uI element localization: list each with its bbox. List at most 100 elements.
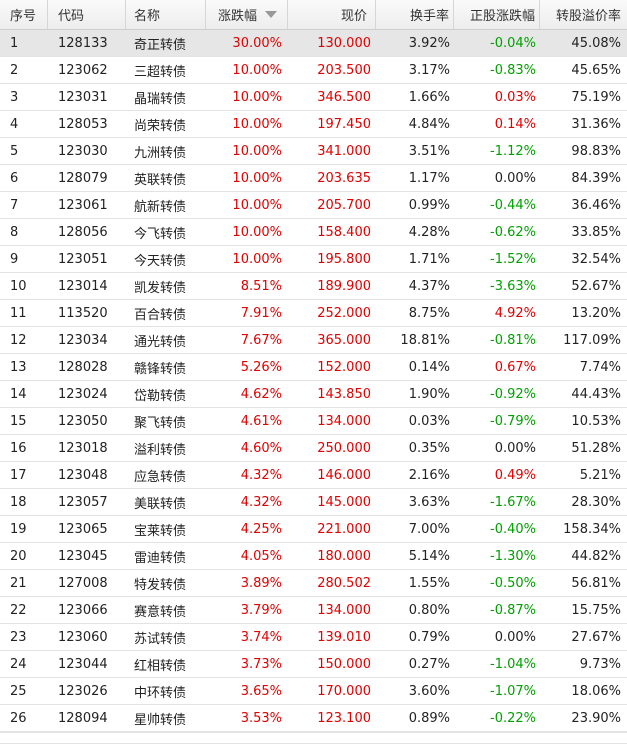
table-row[interactable]: 3 123031 晶瑞转债 10.00% 346.500 1.66% 0.03% 75.19% bbox=[0, 84, 627, 111]
cell-stock-change: 0.67% bbox=[494, 359, 536, 375]
table-row[interactable]: 22 123066 赛意转债 3.79% 134.000 0.80% -0.87% 15.75… bbox=[0, 597, 627, 624]
cell-turnover: 3.63% bbox=[408, 494, 450, 510]
cell-code: 123031 bbox=[58, 89, 108, 105]
cell-stock-change: 0.00% bbox=[494, 440, 536, 456]
table-row[interactable]: 7 123061 航新转债 10.00% 205.700 0.99% -0.44% 36.46… bbox=[0, 192, 627, 219]
cell-name: 英联转债 bbox=[134, 172, 187, 188]
cell-price: 139.010 bbox=[317, 629, 371, 645]
cell-premium: 15.75% bbox=[571, 602, 621, 618]
cell-price: 158.400 bbox=[317, 224, 371, 240]
cell-change: 3.74% bbox=[240, 629, 282, 645]
table-row[interactable]: 13 128028 赣锋转债 5.26% 152.000 0.14% 0.67% 7.74% bbox=[0, 354, 627, 381]
cell-name: 岱勒转债 bbox=[134, 388, 187, 404]
table-row[interactable]: 14 123024 岱勒转债 4.62% 143.850 1.90% -0.92% 44.43… bbox=[0, 381, 627, 408]
cell-premium: 75.19% bbox=[571, 89, 621, 105]
cell-premium: 28.30% bbox=[571, 494, 621, 510]
cell-name: 苏试转债 bbox=[134, 631, 187, 647]
cell-stock-change: -0.44% bbox=[490, 197, 536, 213]
table-row[interactable]: 19 123065 宝莱转债 4.25% 221.000 7.00% -0.40% 158.3… bbox=[0, 516, 627, 543]
table-row[interactable]: 8 128056 今飞转债 10.00% 158.400 4.28% -0.62% 33.85… bbox=[0, 219, 627, 246]
table-row[interactable]: 23 123060 苏试转债 3.74% 139.010 0.79% 0.00% 27.67% bbox=[0, 624, 627, 651]
cell-turnover: 8.75% bbox=[408, 305, 450, 321]
cell-premium: 33.85% bbox=[571, 224, 621, 240]
cell-turnover: 3.92% bbox=[408, 35, 450, 51]
cell-code: 128133 bbox=[58, 35, 108, 51]
cell-premium: 32.54% bbox=[571, 251, 621, 267]
cell-price: 146.000 bbox=[317, 467, 371, 483]
cell-price: 341.000 bbox=[317, 143, 371, 159]
cell-price: 180.000 bbox=[317, 548, 371, 564]
cell-stock-change: -0.04% bbox=[490, 35, 536, 51]
cell-stock-change: -0.50% bbox=[490, 575, 536, 591]
cell-change: 10.00% bbox=[232, 116, 282, 132]
table-row[interactable]: 26 128094 星帅转债 3.53% 123.100 0.89% -0.22% 23.90… bbox=[0, 705, 627, 732]
cell-name: 今飞转债 bbox=[134, 226, 187, 242]
cell-stock-change: -0.83% bbox=[490, 62, 536, 78]
table-row[interactable]: 15 123050 聚飞转债 4.61% 134.000 0.03% -0.79% 10.53… bbox=[0, 408, 627, 435]
cell-idx: 4 bbox=[10, 116, 19, 132]
cell-name: 宝莱转债 bbox=[134, 523, 187, 539]
cell-idx: 17 bbox=[10, 467, 27, 483]
header-stock-change[interactable]: 正股涨跌幅 bbox=[454, 0, 540, 29]
cell-turnover: 4.28% bbox=[408, 224, 450, 240]
cell-change: 3.89% bbox=[240, 575, 282, 591]
header-code[interactable]: 代码 bbox=[48, 0, 126, 29]
header-turnover[interactable]: 换手率 bbox=[376, 0, 454, 29]
table-row[interactable]: 6 128079 英联转债 10.00% 203.635 1.17% 0.00% 84.39% bbox=[0, 165, 627, 192]
cell-turnover: 18.81% bbox=[400, 332, 450, 348]
cell-price: 170.000 bbox=[317, 683, 371, 699]
header-change[interactable]: 涨跌幅 bbox=[206, 0, 288, 29]
cell-change: 10.00% bbox=[232, 197, 282, 213]
table-row-partial bbox=[0, 732, 627, 744]
cell-name: 中环转债 bbox=[134, 685, 187, 701]
cell-turnover: 5.14% bbox=[408, 548, 450, 564]
cell-turnover: 2.16% bbox=[408, 467, 450, 483]
table-row[interactable]: 17 123048 应急转债 4.32% 146.000 2.16% 0.49% 5.21% bbox=[0, 462, 627, 489]
cell-idx: 13 bbox=[10, 359, 27, 375]
cell-change: 8.51% bbox=[240, 278, 282, 294]
cell-idx: 15 bbox=[10, 413, 27, 429]
cell-premium: 27.67% bbox=[571, 629, 621, 645]
table-row[interactable]: 1 128133 奇正转债 30.00% 130.000 3.92% -0.04% 45.08… bbox=[0, 30, 627, 57]
cell-turnover: 0.03% bbox=[408, 413, 450, 429]
header-idx[interactable]: 序号 bbox=[0, 0, 48, 29]
cell-turnover: 3.17% bbox=[408, 62, 450, 78]
table-row[interactable]: 2 123062 三超转债 10.00% 203.500 3.17% -0.83% 45.65… bbox=[0, 57, 627, 84]
table-row[interactable]: 5 123030 九洲转债 10.00% 341.000 3.51% -1.12% 98.83… bbox=[0, 138, 627, 165]
header-price[interactable]: 现价 bbox=[288, 0, 376, 29]
table-row[interactable]: 9 123051 今天转债 10.00% 195.800 1.71% -1.52% 32.54… bbox=[0, 246, 627, 273]
cell-turnover: 3.60% bbox=[408, 683, 450, 699]
cell-stock-change: -1.12% bbox=[490, 143, 536, 159]
cell-name: 赛意转债 bbox=[134, 604, 187, 620]
cell-code: 123018 bbox=[58, 440, 108, 456]
table-row[interactable]: 20 123045 雷迪转债 4.05% 180.000 5.14% -1.30% 44.82… bbox=[0, 543, 627, 570]
cell-change: 4.60% bbox=[240, 440, 282, 456]
cell-price: 280.502 bbox=[317, 575, 371, 591]
cell-price: 365.000 bbox=[317, 332, 371, 348]
table-row[interactable]: 24 123044 红相转债 3.73% 150.000 0.27% -1.04% 9.73% bbox=[0, 651, 627, 678]
cell-idx: 7 bbox=[10, 197, 19, 213]
cell-price: 143.850 bbox=[317, 386, 371, 402]
cell-premium: 51.28% bbox=[571, 440, 621, 456]
table-row[interactable]: 11 113520 百合转债 7.91% 252.000 8.75% 4.92% 13.20% bbox=[0, 300, 627, 327]
table-row[interactable]: 16 123018 溢利转债 4.60% 250.000 0.35% 0.00% 51.28% bbox=[0, 435, 627, 462]
cell-price: 150.000 bbox=[317, 656, 371, 672]
table-row[interactable]: 25 123026 中环转债 3.65% 170.000 3.60% -1.07% 18.06… bbox=[0, 678, 627, 705]
table-row[interactable]: 18 123057 美联转债 4.32% 145.000 3.63% -1.67% 28.30… bbox=[0, 489, 627, 516]
table-row[interactable]: 4 128053 尚荣转债 10.00% 197.450 4.84% 0.14% 31.36% bbox=[0, 111, 627, 138]
cell-stock-change: 0.03% bbox=[494, 89, 536, 105]
table-row[interactable]: 21 127008 特发转债 3.89% 280.502 1.55% -0.50% 56.81… bbox=[0, 570, 627, 597]
cell-premium: 56.81% bbox=[571, 575, 621, 591]
cell-turnover: 0.99% bbox=[408, 197, 450, 213]
table-row[interactable]: 12 123034 通光转债 7.67% 365.000 18.81% -0.81% 117.… bbox=[0, 327, 627, 354]
header-premium[interactable]: 转股溢价率 bbox=[555, 9, 621, 24]
header-name[interactable]: 名称 bbox=[126, 0, 206, 29]
table-row[interactable]: 10 123014 凯发转债 8.51% 189.900 4.37% -3.63% 52.67… bbox=[0, 273, 627, 300]
cell-idx: 11 bbox=[10, 305, 27, 321]
cell-name: 特发转债 bbox=[134, 577, 187, 593]
cell-name: 应急转债 bbox=[134, 469, 187, 485]
cell-name: 奇正转债 bbox=[134, 37, 187, 53]
cell-name: 通光转债 bbox=[134, 334, 187, 350]
cell-code: 113520 bbox=[58, 305, 108, 321]
cell-name: 聚飞转债 bbox=[134, 415, 187, 431]
